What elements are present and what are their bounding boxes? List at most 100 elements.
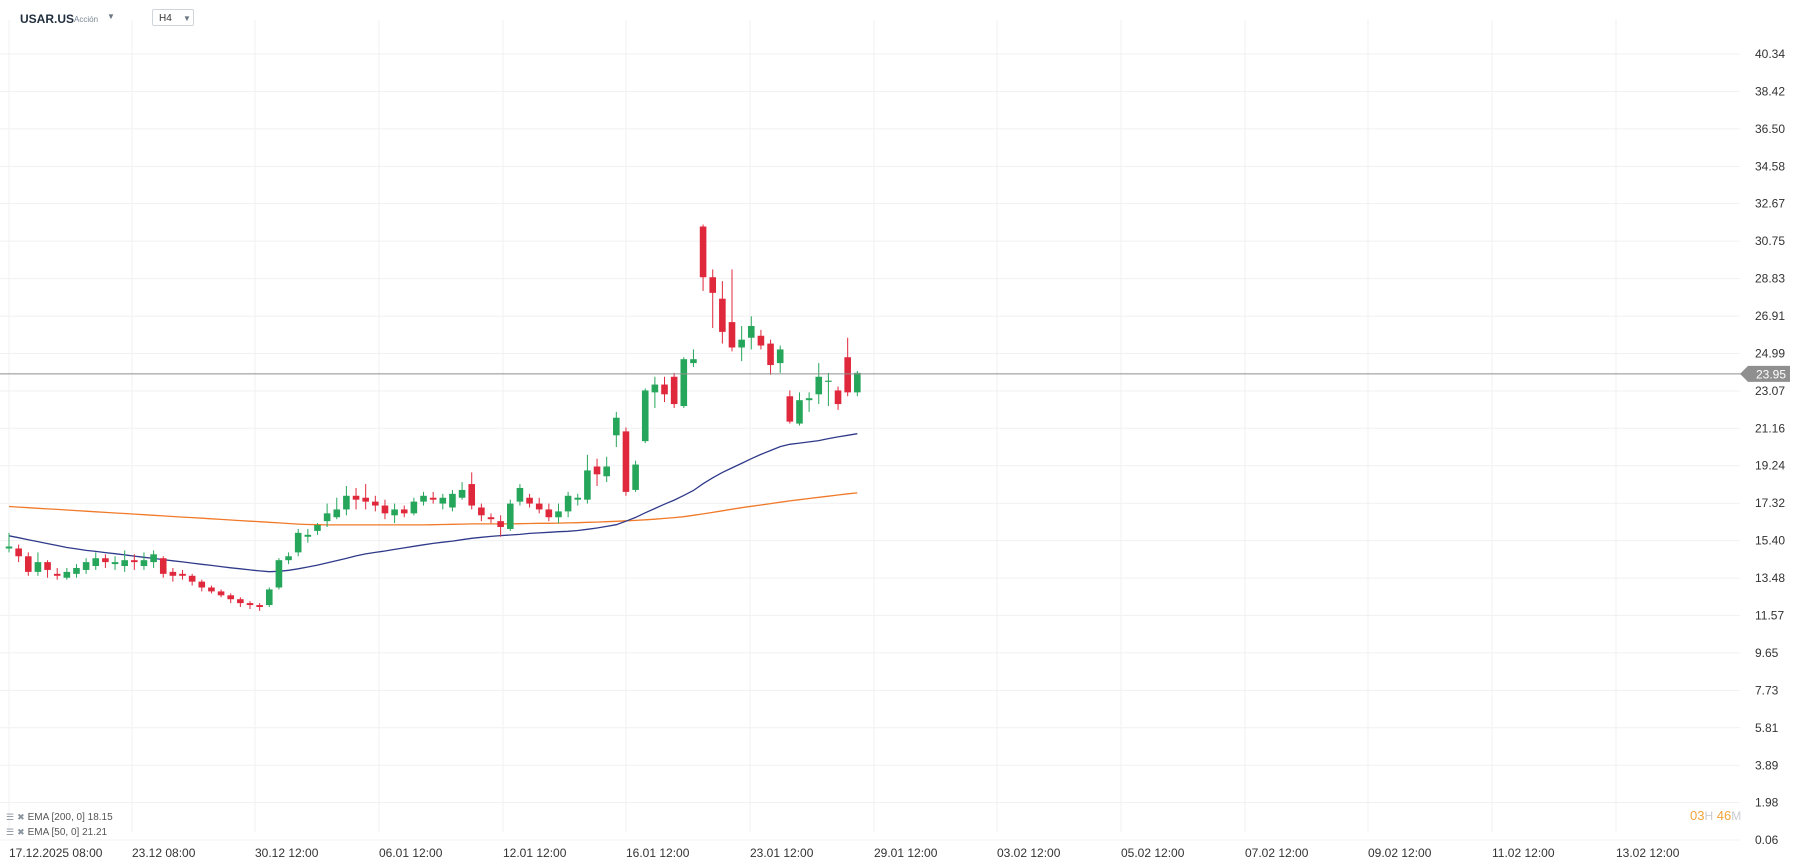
candle — [564, 491, 572, 518]
timer-hours-unit: H — [1704, 809, 1714, 823]
candle-body — [786, 396, 794, 422]
x-tick-label: 29.01 12:00 — [874, 846, 938, 860]
candle-body — [333, 509, 341, 518]
y-tick-label: 24.99 — [1755, 347, 1785, 361]
candle-body — [92, 558, 100, 567]
y-tick-label: 7.73 — [1755, 683, 1779, 697]
candle-body — [400, 509, 408, 514]
candle — [545, 503, 553, 522]
candle — [574, 493, 582, 506]
candle-body — [237, 599, 244, 604]
candle — [53, 567, 61, 580]
y-tick-label: 30.75 — [1755, 234, 1785, 248]
candle — [603, 456, 610, 483]
indicator-ema50-label: EMA [50, 0] 21.21 — [27, 827, 108, 838]
candle — [767, 339, 774, 375]
candle — [506, 499, 514, 531]
candle — [256, 603, 263, 611]
timeframe-select[interactable]: H4 ▼ — [152, 9, 194, 26]
candle-body — [747, 326, 755, 338]
candle — [111, 556, 119, 570]
y-tick-label: 15.40 — [1755, 534, 1785, 548]
candle — [632, 460, 639, 492]
candle — [208, 585, 215, 594]
candle — [593, 458, 601, 487]
candle-body — [545, 509, 553, 518]
candle — [719, 281, 726, 344]
ema200-line — [8, 492, 858, 526]
candle-body — [767, 343, 774, 366]
list-icon[interactable]: ☰ — [6, 812, 15, 822]
candle — [323, 503, 331, 528]
candle — [680, 357, 688, 408]
candle-body — [188, 575, 196, 582]
candle-body — [641, 390, 649, 442]
candle-body — [362, 497, 369, 502]
y-tick-label: 11.57 — [1755, 608, 1784, 622]
x-tick-label: 12.01 12:00 — [503, 846, 567, 860]
candle — [381, 499, 389, 520]
candle-body — [478, 507, 485, 516]
candle — [159, 556, 167, 578]
candle — [15, 544, 22, 563]
candle-body — [825, 380, 832, 382]
y-tick-label: 23.07 — [1755, 384, 1785, 398]
candle — [179, 569, 186, 580]
candle — [776, 345, 784, 373]
candle-body — [314, 525, 321, 531]
candle — [343, 486, 350, 516]
y-tick-label: 36.50 — [1755, 122, 1785, 136]
candle — [670, 372, 678, 408]
list-icon[interactable]: ☰ — [6, 827, 15, 837]
candle — [169, 567, 177, 582]
candle — [44, 560, 51, 578]
chevron-down-icon[interactable]: ▼ — [107, 12, 115, 21]
candle — [458, 482, 466, 500]
close-icon[interactable]: ✖ — [17, 827, 25, 837]
candle — [661, 376, 668, 403]
candle-body — [159, 558, 167, 574]
candle — [140, 552, 148, 570]
candle-body — [574, 497, 582, 500]
candle — [796, 392, 803, 426]
candle-body — [429, 497, 437, 500]
candle-body — [111, 562, 119, 565]
timeframe-value: H4 — [159, 13, 172, 24]
current-price-line: 23.95 — [0, 365, 1790, 382]
candle-body — [256, 605, 263, 608]
candle-body — [757, 335, 765, 346]
timer-hours: 03 — [1690, 808, 1705, 823]
symbol-label[interactable]: USAR.US — [20, 12, 75, 26]
y-tick-label: 26.91 — [1755, 309, 1785, 323]
y-tick-label: 5.81 — [1755, 721, 1779, 735]
candlestick-series — [5, 224, 861, 611]
y-tick-label: 19.24 — [1755, 459, 1785, 473]
candle-body — [131, 560, 138, 563]
indicator-ema50[interactable]: ☰ ✖ EMA [50, 0] 21.21 — [6, 827, 107, 838]
x-tick-label: 09.02 12:00 — [1368, 846, 1432, 860]
candle-body — [738, 339, 745, 348]
candle-body — [275, 560, 283, 588]
candle — [121, 550, 128, 572]
candle — [728, 269, 736, 352]
candle — [352, 487, 360, 510]
y-tick-label: 3.89 — [1755, 758, 1779, 772]
candle-body — [854, 372, 861, 393]
x-tick-label: 07.02 12:00 — [1245, 846, 1309, 860]
candle — [34, 552, 42, 576]
candle-body — [661, 384, 668, 395]
candle-body — [776, 349, 784, 364]
candle-body — [24, 556, 32, 572]
candle — [82, 558, 90, 574]
candle — [265, 587, 273, 608]
candle — [584, 454, 591, 504]
candle — [246, 601, 254, 609]
candle-body — [63, 571, 71, 578]
candle — [622, 427, 630, 496]
candle-body — [140, 560, 148, 567]
close-icon[interactable]: ✖ — [17, 812, 25, 822]
candle — [834, 386, 842, 410]
candle — [709, 269, 717, 328]
indicator-ema200[interactable]: ☰ ✖ EMA [200, 0] 18.15 — [6, 812, 113, 823]
